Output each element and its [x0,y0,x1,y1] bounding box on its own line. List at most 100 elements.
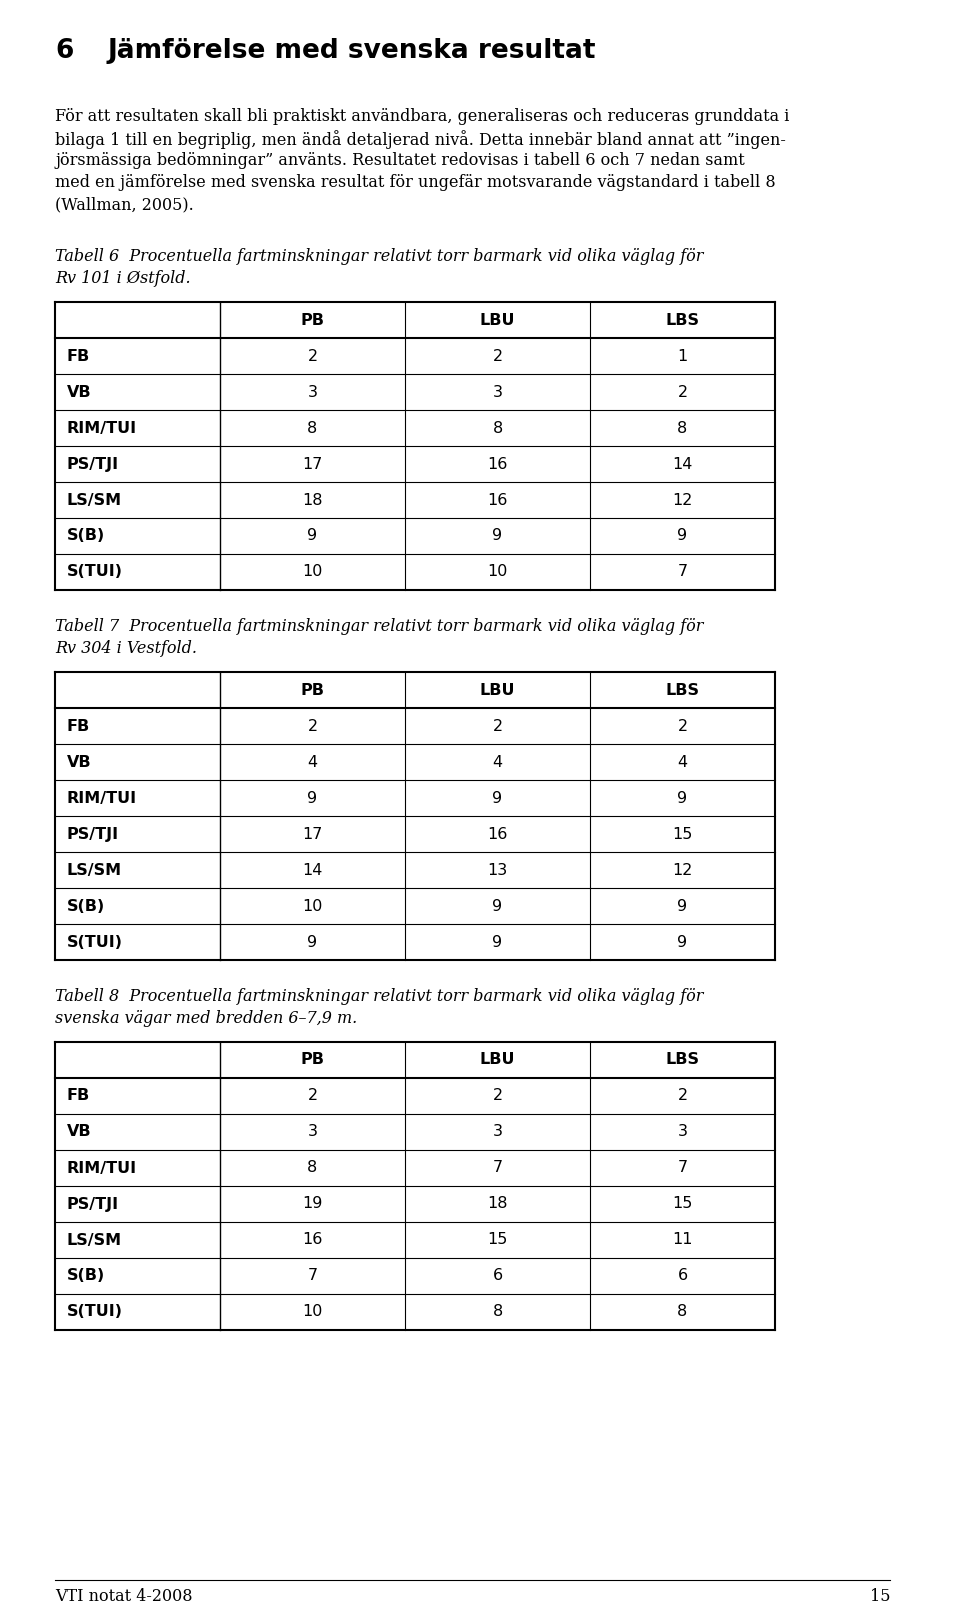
Text: (Wallman, 2005).: (Wallman, 2005). [55,196,194,214]
Text: 14: 14 [302,862,323,877]
Text: S(TUI): S(TUI) [67,935,123,950]
Text: FB: FB [67,348,90,364]
Text: LBU: LBU [480,1052,516,1068]
Text: S(B): S(B) [67,529,106,544]
Text: 6: 6 [678,1269,687,1283]
Text: 10: 10 [302,565,323,579]
Text: Tabell 8  Procentuella fartminskningar relativt torr barmark vid olika väglag fö: Tabell 8 Procentuella fartminskningar re… [55,989,704,1005]
Text: 14: 14 [672,456,693,471]
Text: 9: 9 [307,791,318,806]
Text: VB: VB [67,1125,91,1139]
Text: jörsmässiga bedömningar” använts. Resultatet redovisas i tabell 6 och 7 nedan sa: jörsmässiga bedömningar” använts. Result… [55,152,745,168]
Text: 9: 9 [678,529,687,544]
Text: 7: 7 [492,1160,503,1176]
Text: 1: 1 [678,348,687,364]
Text: 16: 16 [488,456,508,471]
Text: LS/SM: LS/SM [67,862,122,877]
Text: 16: 16 [302,1233,323,1247]
Text: 9: 9 [307,935,318,950]
Text: 12: 12 [672,492,693,508]
Text: 10: 10 [302,1304,323,1320]
Text: 3: 3 [678,1125,687,1139]
Text: 12: 12 [672,862,693,877]
Text: 9: 9 [492,529,503,544]
Text: RIM/TUI: RIM/TUI [67,421,137,435]
Text: FB: FB [67,1089,90,1103]
Text: 10: 10 [488,565,508,579]
Text: S(TUI): S(TUI) [67,565,123,579]
Text: 3: 3 [307,385,318,400]
Text: 2: 2 [307,348,318,364]
Text: 2: 2 [678,385,687,400]
Text: 15: 15 [870,1587,890,1605]
Text: 8: 8 [678,1304,687,1320]
Text: S(B): S(B) [67,898,106,914]
Text: För att resultaten skall bli praktiskt användbara, generaliseras och reduceras g: För att resultaten skall bli praktiskt a… [55,108,789,125]
Text: 9: 9 [678,791,687,806]
Text: LS/SM: LS/SM [67,492,122,508]
Text: LS/SM: LS/SM [67,1233,122,1247]
Text: Tabell 6  Procentuella fartminskningar relativt torr barmark vid olika väglag fö: Tabell 6 Procentuella fartminskningar re… [55,248,704,265]
Text: LBU: LBU [480,312,516,327]
Text: 6: 6 [492,1269,503,1283]
Text: 8: 8 [492,421,503,435]
Text: FB: FB [67,718,90,733]
Text: 2: 2 [492,348,503,364]
Text: 7: 7 [678,565,687,579]
Text: Tabell 7  Procentuella fartminskningar relativt torr barmark vid olika väglag fö: Tabell 7 Procentuella fartminskningar re… [55,618,704,634]
Text: med en jämförelse med svenska resultat för ungefär motsvarande vägstandard i tab: med en jämförelse med svenska resultat f… [55,175,776,191]
Text: 17: 17 [302,827,323,841]
Text: 15: 15 [488,1233,508,1247]
Text: 9: 9 [307,529,318,544]
Text: 2: 2 [678,1089,687,1103]
Text: 8: 8 [492,1304,503,1320]
Text: S(B): S(B) [67,1269,106,1283]
Text: 2: 2 [307,1089,318,1103]
Text: Rv 304 i Vestfold.: Rv 304 i Vestfold. [55,641,197,657]
Text: 6: 6 [55,37,73,65]
Text: bilaga 1 till en begriplig, men ändå detaljerad nivå. Detta innebär bland annat : bilaga 1 till en begriplig, men ändå det… [55,129,786,149]
Text: LBS: LBS [665,683,700,697]
Text: 7: 7 [678,1160,687,1176]
Text: 13: 13 [488,862,508,877]
Text: 9: 9 [492,898,503,914]
Text: 8: 8 [307,421,318,435]
Text: LBU: LBU [480,683,516,697]
Text: 8: 8 [678,421,687,435]
Text: 2: 2 [678,718,687,733]
Text: 9: 9 [678,935,687,950]
Text: VB: VB [67,385,91,400]
Text: 9: 9 [678,898,687,914]
Text: 15: 15 [672,1196,693,1212]
Text: 3: 3 [492,385,502,400]
Text: RIM/TUI: RIM/TUI [67,791,137,806]
Text: RIM/TUI: RIM/TUI [67,1160,137,1176]
Text: PS/TJI: PS/TJI [67,827,119,841]
Text: 9: 9 [492,935,503,950]
Text: 16: 16 [488,827,508,841]
Text: 10: 10 [302,898,323,914]
Text: S(TUI): S(TUI) [67,1304,123,1320]
Text: LBS: LBS [665,312,700,327]
Text: 18: 18 [302,492,323,508]
Text: Rv 101 i Østfold.: Rv 101 i Østfold. [55,270,191,286]
Text: 18: 18 [488,1196,508,1212]
Text: 7: 7 [307,1269,318,1283]
Text: PB: PB [300,683,324,697]
Text: PS/TJI: PS/TJI [67,1196,119,1212]
Text: VTI notat 4-2008: VTI notat 4-2008 [55,1587,193,1605]
Text: 3: 3 [307,1125,318,1139]
Text: 16: 16 [488,492,508,508]
Text: PS/TJI: PS/TJI [67,456,119,471]
Text: 11: 11 [672,1233,693,1247]
Text: 4: 4 [492,754,503,770]
Text: VB: VB [67,754,91,770]
Text: PB: PB [300,1052,324,1068]
Text: 3: 3 [492,1125,502,1139]
Text: 2: 2 [307,718,318,733]
Text: 15: 15 [672,827,693,841]
Text: 4: 4 [678,754,687,770]
Text: 19: 19 [302,1196,323,1212]
Text: 17: 17 [302,456,323,471]
Text: LBS: LBS [665,1052,700,1068]
